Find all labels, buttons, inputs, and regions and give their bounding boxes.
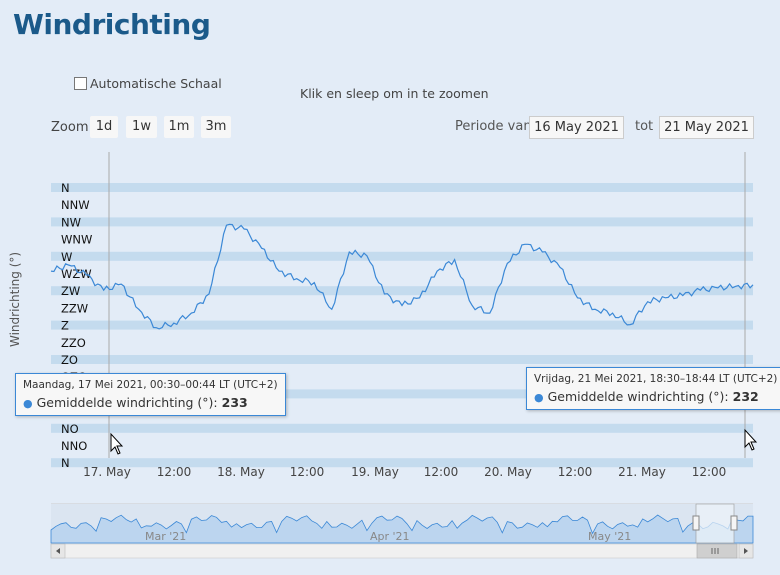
x-tick-label: 12:00 — [558, 465, 593, 479]
zoom-3m-button[interactable]: 3m — [201, 116, 231, 138]
period-from-input[interactable]: 16 May 2021 — [529, 116, 624, 139]
zoom-1w-button[interactable]: 1w — [126, 116, 157, 138]
grid-band — [51, 320, 753, 330]
grid-band — [51, 389, 753, 399]
grid-band-light — [51, 196, 753, 213]
x-tick-label: 17. May — [83, 465, 131, 479]
navigator-handle-right[interactable] — [730, 515, 738, 531]
grid-band — [51, 458, 753, 468]
navigator-window[interactable] — [695, 503, 735, 544]
mouse-cursor-icon — [744, 428, 758, 451]
arrow-right-icon — [744, 548, 748, 554]
grid-band — [51, 286, 753, 296]
y-tick-label: ZZO — [61, 336, 86, 350]
series-marker-icon: ● — [534, 391, 544, 404]
zoom-1m-button[interactable]: 1m — [164, 116, 194, 138]
autoscale-toggle[interactable]: Automatische Schaal — [74, 76, 222, 91]
tooltip-header: Maandag, 17 Mei 2021, 00:30–00:44 LT (UT… — [23, 379, 278, 391]
y-tick-label: NO — [61, 422, 79, 436]
grid-band — [51, 251, 753, 261]
x-tick-label: 19. May — [351, 465, 399, 479]
series-marker-icon: ● — [23, 397, 33, 410]
y-tick-label: NNW — [61, 198, 90, 212]
tooltip-series-label: Gemiddelde windrichting (°): — [36, 395, 218, 410]
grid-band — [51, 217, 753, 227]
scrollbar-thumb[interactable] — [696, 543, 738, 559]
tooltip-left: Maandag, 17 Mei 2021, 00:30–00:44 LT (UT… — [15, 373, 286, 416]
mouse-cursor-icon — [110, 432, 124, 455]
navigator-label: Apr '21 — [370, 530, 410, 543]
y-tick-label: N — [61, 456, 70, 470]
grid-band-light — [51, 437, 753, 454]
tooltip-header: Vrijdag, 21 Mei 2021, 18:30–18:44 LT (UT… — [534, 373, 778, 385]
y-tick-label: W — [61, 250, 72, 264]
navigator-label: Mar '21 — [145, 530, 186, 543]
x-tick-label: 12:00 — [692, 465, 727, 479]
x-tick-label: 12:00 — [290, 465, 325, 479]
y-tick-label: NNO — [61, 439, 87, 453]
x-tick-label: 21. May — [618, 465, 666, 479]
grid-band-light — [51, 231, 753, 248]
navigator-label: May '21 — [588, 530, 631, 543]
autoscale-checkbox[interactable] — [74, 77, 87, 90]
grid-band — [51, 183, 753, 192]
period-to-label: tot — [635, 119, 654, 134]
grid-band — [51, 423, 753, 433]
grid-band — [51, 355, 753, 364]
y-tick-label: ZO — [61, 353, 78, 367]
zoom-1d-button[interactable]: 1d — [90, 116, 118, 138]
chart-subtitle: Klik en sleep om in te zoomen — [300, 86, 489, 101]
x-tick-label: 20. May — [484, 465, 532, 479]
navigator-handle-left[interactable] — [692, 515, 700, 531]
arrow-left-icon — [56, 548, 60, 554]
scrollbar[interactable] — [50, 543, 754, 559]
y-tick-label: ZZW — [61, 301, 88, 315]
navigator[interactable]: Mar '21 Apr '21 May '21 — [50, 503, 754, 544]
y-tick-label: NW — [61, 215, 81, 229]
grid-band-light — [51, 265, 753, 282]
autoscale-label: Automatische Schaal — [90, 76, 222, 91]
x-axis-labels: 17. May 12:00 18. May 12:00 19. May 12:00 20. … — [83, 465, 726, 479]
grid-band-light — [51, 334, 753, 351]
page-title: Windrichting — [13, 8, 211, 41]
tooltip-value: 233 — [221, 395, 248, 410]
y-tick-label: ZW — [61, 284, 80, 298]
y-tick-label: N — [61, 181, 70, 195]
y-tick-label: Z — [61, 319, 69, 333]
period-to-input[interactable]: 21 May 2021 — [659, 116, 754, 139]
x-tick-label: 12:00 — [424, 465, 459, 479]
x-tick-label: 12:00 — [157, 465, 192, 479]
zoom-label: Zoom — [51, 120, 89, 135]
grip-icon — [711, 548, 719, 554]
tooltip-right: Vrijdag, 21 Mei 2021, 18:30–18:44 LT (UT… — [526, 367, 780, 410]
navigator-series — [50, 514, 754, 544]
y-tick-label: WNW — [61, 233, 92, 247]
period-from-label: Periode van — [455, 119, 532, 134]
wind-direction-line — [50, 223, 754, 330]
tooltip-value: 232 — [732, 389, 759, 404]
tooltip-series-label: Gemiddelde windrichting (°): — [547, 389, 729, 404]
chart-bands — [51, 183, 753, 468]
x-tick-label: 18. May — [217, 465, 265, 479]
